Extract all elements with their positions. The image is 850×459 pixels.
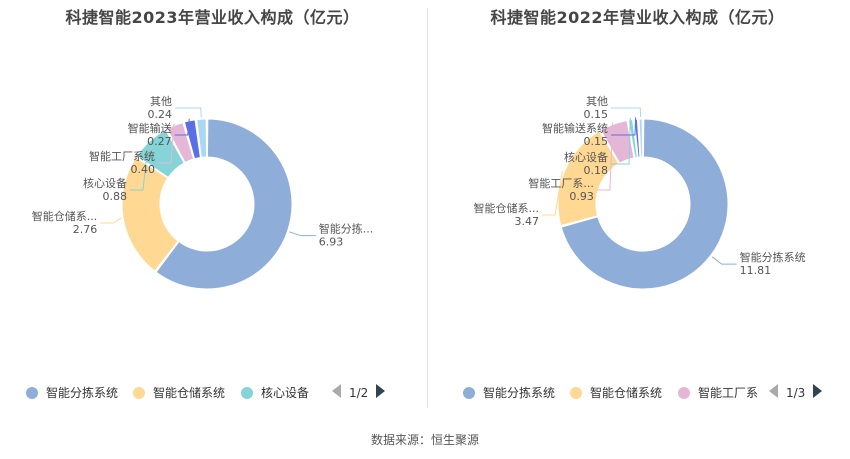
- legend-item-core-2023[interactable]: 核心设备: [241, 383, 309, 403]
- slice-value-label: 6.93: [319, 236, 344, 249]
- slice-name-label: 智能分拣系统: [740, 250, 806, 264]
- label-leader-line: [596, 122, 614, 191]
- donut-slice[interactable]: [560, 118, 729, 290]
- label-leader-line: [289, 231, 316, 237]
- legend-page-indicator: 1/2: [349, 386, 369, 400]
- legend-label: 核心设备: [261, 386, 310, 400]
- legend-pager-2023: 1/2: [332, 383, 386, 403]
- data-source-note: 数据来源：恒生聚源: [370, 433, 479, 447]
- legend-item-storage-2022[interactable]: 智能仓储系统: [570, 383, 662, 403]
- label-leader-line: [174, 118, 190, 136]
- chart-panel-2023: 科捷智能2023年营业收入构成（亿元） 智能分拣... 6.93 智能仓储系... 2…: [0, 0, 425, 410]
- slice-value-label: 0.24: [148, 108, 173, 121]
- legend-label: 智能仓储系统: [153, 386, 226, 400]
- legend-item-sorting-2022[interactable]: 智能分拣系统: [463, 383, 555, 403]
- chart-title-2023: 科捷智能2023年营业收入构成（亿元）: [65, 8, 360, 27]
- slice-value-label: 3.47: [515, 215, 540, 228]
- slice-name-label: 核心设备: [564, 150, 608, 164]
- label-leader-line: [100, 217, 122, 224]
- legend-dot-icon: [133, 387, 145, 399]
- donut-slice[interactable]: [155, 118, 293, 290]
- slice-value-label: 0.18: [584, 164, 609, 177]
- slice-value-label: 0.27: [147, 135, 172, 148]
- panel-divider: [427, 8, 428, 408]
- next-page-icon[interactable]: [813, 384, 823, 398]
- chart-panel-2022: 科捷智能2022年营业收入构成（亿元） 智能分拣系统 11.81 智能仓储系... 3…: [425, 0, 850, 410]
- slice-name-label: 核心设备: [83, 176, 127, 190]
- legend-item-sorting-2023[interactable]: 智能分拣系统: [26, 383, 118, 403]
- label-leader-line: [130, 139, 149, 191]
- legend-item-factory-2022[interactable]: 智能工厂系: [678, 383, 758, 403]
- legend-dot-icon: [463, 387, 475, 399]
- donut-slice[interactable]: [638, 118, 644, 158]
- label-leader-line: [711, 256, 737, 265]
- slice-value-label: 0.40: [131, 163, 156, 176]
- label-leader-line: [611, 117, 631, 165]
- slice-name-label: 其他: [150, 95, 172, 108]
- slice-value-label: 2.76: [73, 223, 98, 236]
- slice-value-label: 0.88: [103, 190, 128, 203]
- legend-pager-2022: 1/3: [769, 383, 823, 403]
- label-leader-line: [542, 171, 563, 216]
- prev-page-icon[interactable]: [769, 384, 778, 398]
- legend-dot-icon: [678, 387, 690, 399]
- slice-value-label: 11.81: [740, 264, 772, 277]
- legend-dot-icon: [26, 387, 38, 399]
- legend-2022: 智能分拣系统 智能仓储系统 智能工厂系 1/3: [425, 383, 850, 403]
- slice-value-label: 0.15: [584, 108, 609, 121]
- slice-name-label: 智能工厂系...: [528, 176, 594, 190]
- slice-value-label: 0.93: [569, 190, 594, 203]
- label-leader-line: [611, 107, 642, 118]
- legend-label: 智能工厂系: [698, 386, 759, 400]
- legend-dot-icon: [570, 387, 582, 399]
- donut-chart-2022: 智能分拣系统11.81智能仓储系...3.47智能工厂系...0.93核心设备0…: [474, 95, 806, 290]
- donut-slice[interactable]: [136, 129, 185, 179]
- slice-name-label: 智能工厂系统: [89, 149, 155, 163]
- slice-name-label: 智能输送: [128, 121, 172, 135]
- donut-slice[interactable]: [196, 118, 208, 158]
- legend-2023: 智能分拣系统 智能仓储系统 核心设备 1/2: [0, 383, 425, 403]
- prev-page-icon[interactable]: [332, 384, 341, 398]
- donut-slice[interactable]: [121, 156, 179, 272]
- legend-page-indicator: 1/3: [786, 386, 806, 400]
- slice-name-label: 智能输送系统: [542, 121, 608, 135]
- slice-name-label: 智能仓储系...: [474, 201, 540, 215]
- legend-item-storage-2023[interactable]: 智能仓储系统: [133, 383, 225, 403]
- next-page-icon[interactable]: [376, 384, 386, 398]
- legend-label: 智能分拣系统: [46, 386, 119, 400]
- legend-label: 智能仓储系统: [590, 386, 663, 400]
- label-leader-line: [611, 117, 637, 136]
- chart-title-2022: 科捷智能2022年营业收入构成（亿元）: [490, 8, 785, 27]
- slice-name-label: 其他: [586, 95, 608, 108]
- label-leader-line: [175, 107, 202, 118]
- slice-name-label: 智能仓储系...: [32, 209, 98, 223]
- legend-label: 智能分拣系统: [483, 386, 556, 400]
- legend-dot-icon: [241, 387, 253, 399]
- donut-slice[interactable]: [600, 119, 635, 164]
- slice-value-label: 0.15: [584, 135, 609, 148]
- slice-name-label: 智能分拣...: [319, 222, 374, 236]
- label-leader-line: [158, 123, 175, 164]
